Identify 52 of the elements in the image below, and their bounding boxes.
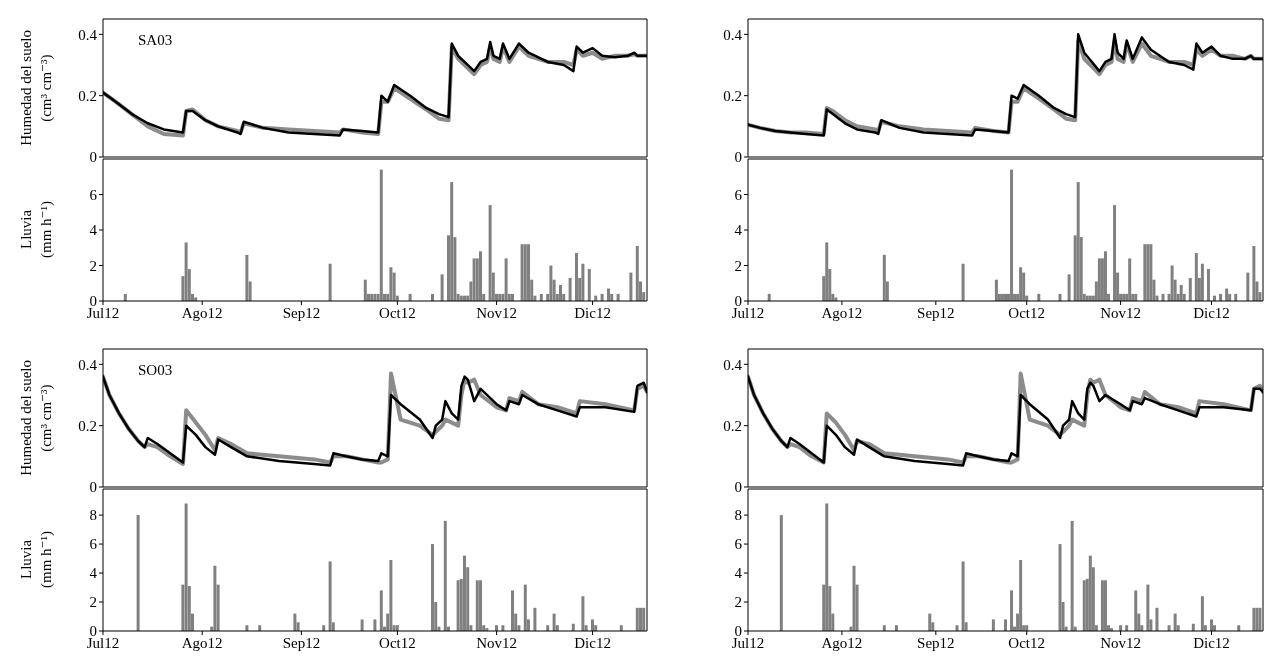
y-tick-label: 6: [89, 186, 98, 203]
y-tick-label: 4: [89, 565, 98, 582]
y-tick-label: 0.4: [78, 356, 98, 373]
x-tick-label: Nov12: [1100, 304, 1142, 321]
x-tick-label: Sep12: [917, 304, 955, 321]
x-tick-label: Dic12: [1193, 634, 1230, 651]
annotation: SO03: [138, 362, 173, 379]
x-tick-label: Nov12: [476, 304, 518, 321]
x-tick-label: Ago12: [821, 634, 863, 651]
y-tick-label: 4: [734, 222, 743, 239]
y-axis-title: Lluvia (mm h⁻¹): [17, 531, 55, 588]
y-tick-label: 4: [89, 222, 98, 239]
y-tick-label: 2: [89, 594, 97, 611]
x-tick-label: Dic12: [574, 304, 611, 321]
y-tick-label: 4: [734, 565, 743, 582]
x-tick-label: Sep12: [282, 304, 321, 321]
x-tick-label: Oct12: [1008, 304, 1046, 321]
x-tick-label: Nov12: [1100, 634, 1142, 651]
y-tick-label: 2: [734, 594, 742, 611]
x-tick-label: Ago12: [181, 634, 223, 651]
x-tick-label: Nov12: [476, 634, 518, 651]
annotation: SA03: [138, 32, 173, 49]
x-tick-label: Dic12: [1193, 304, 1230, 321]
y-tick-label: 6: [89, 536, 98, 553]
x-tick-label: Oct12: [379, 304, 416, 321]
x-tick-label: Dic12: [574, 634, 611, 651]
y-axis-title: Humedad del suelo (cm³ cm⁻³): [17, 359, 55, 476]
y-tick-label: 0.2: [78, 87, 97, 104]
x-tick-label: Sep12: [282, 634, 321, 651]
y-tick-label: 8: [89, 507, 97, 524]
x-tick-label: Sep12: [917, 634, 955, 651]
y-axis-title: Humedad del suelo (cm³ cm⁻³): [17, 29, 55, 146]
x-tick-label: Oct12: [1008, 634, 1046, 651]
y-tick-label: 2: [734, 257, 742, 274]
y-tick-label: 0: [734, 149, 742, 166]
x-tick-label: Ago12: [821, 304, 863, 321]
y-tick-label: 8: [734, 507, 742, 524]
y-tick-label: 0: [734, 479, 742, 496]
y-tick-label: 0.2: [78, 417, 97, 434]
y-tick-label: 6: [734, 536, 743, 553]
y-tick-label: 0.4: [723, 356, 743, 373]
y-tick-label: 0.2: [723, 417, 742, 434]
y-tick-label: 0: [89, 149, 97, 166]
y-tick-label: 0.4: [723, 26, 743, 43]
y-tick-label: 6: [734, 186, 743, 203]
y-tick-label: 0.2: [723, 87, 742, 104]
y-tick-label: 0.4: [78, 26, 98, 43]
x-tick-label: Ago12: [181, 304, 223, 321]
y-tick-label: 2: [89, 257, 97, 274]
y-tick-label: 0: [89, 479, 97, 496]
y-axis-title: Lluvia (mm h⁻¹): [17, 201, 55, 258]
x-tick-label: Oct12: [379, 634, 416, 651]
